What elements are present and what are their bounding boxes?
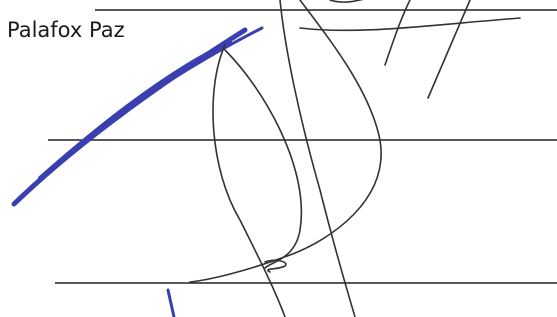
blue-signature	[14, 28, 262, 317]
printed-name: Palafox Paz	[7, 18, 125, 42]
black-signature	[190, 0, 520, 317]
signature-area	[0, 0, 557, 317]
document-page: Palafox Paz (() => { const data = JSON.p…	[0, 0, 557, 317]
